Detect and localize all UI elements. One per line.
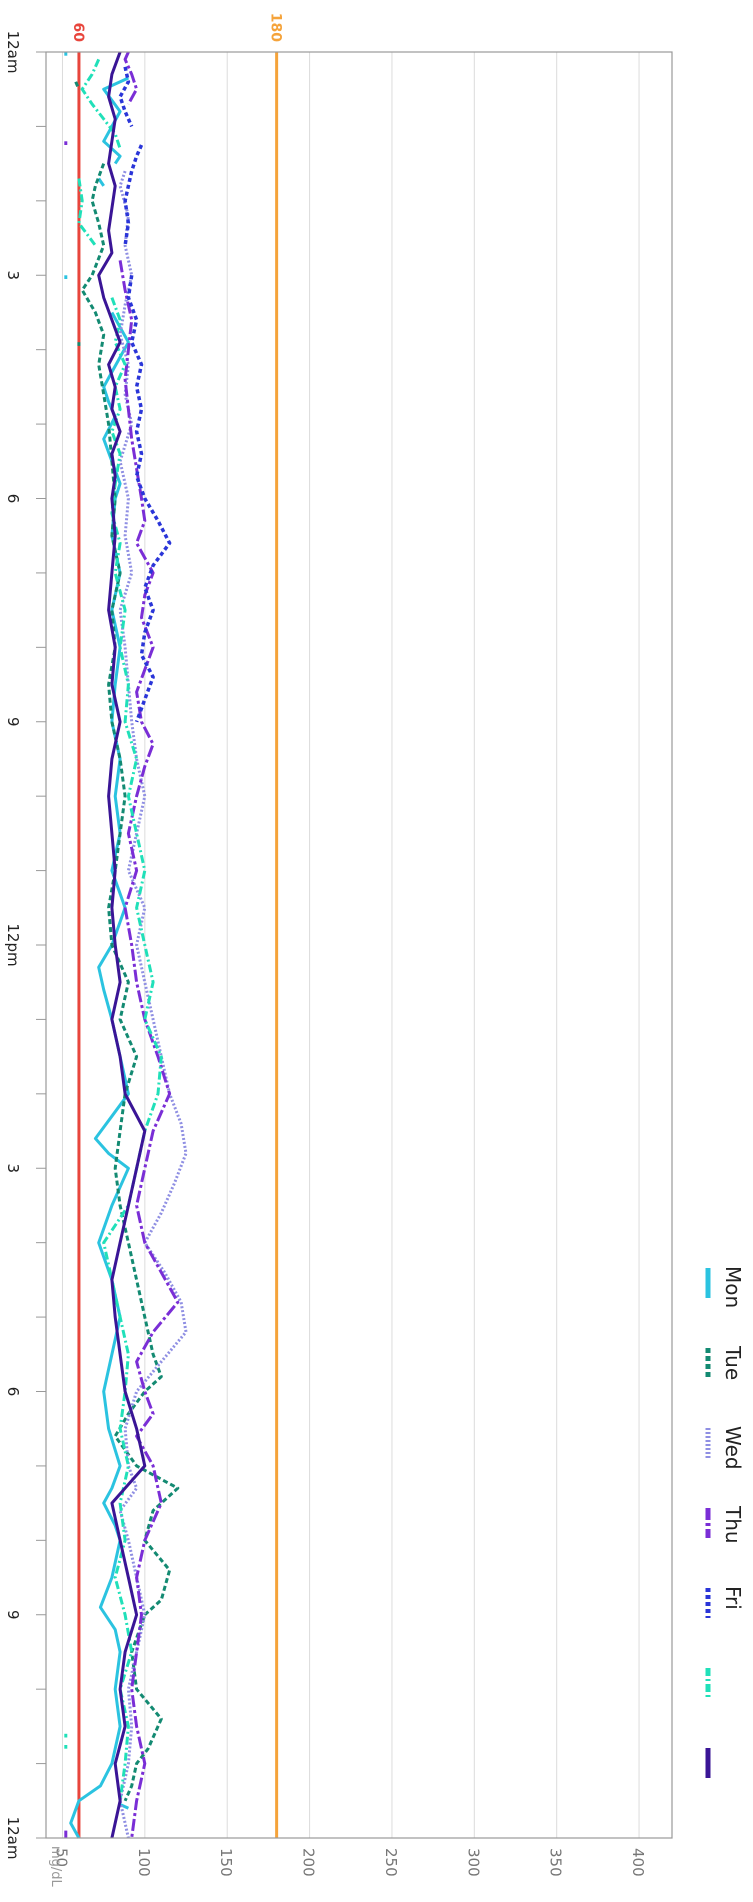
legend-item-tue[interactable]: Tue (705, 1345, 745, 1380)
value-tick-label: 300 (464, 1848, 482, 1877)
time-tick-label: 3 (4, 1163, 22, 1173)
series-line-mon (102, 76, 130, 165)
series-line-thu (118, 260, 180, 1839)
reference-lines (77, 52, 279, 1838)
plot-border (45, 51, 673, 1839)
value-tick-label: 200 (300, 1848, 318, 1877)
legend-label: Tue (721, 1345, 745, 1380)
value-tick-label: 150 (217, 1848, 235, 1877)
series-line-tue (74, 81, 81, 90)
series-line-mon (119, 1803, 130, 1810)
reference-label-180: 180 (268, 13, 284, 42)
time-tick-label: 12am (4, 31, 22, 74)
legend-item-fri[interactable]: Fri (705, 1586, 745, 1618)
series-line-series-6 (102, 297, 163, 1801)
value-tick-label: 400 (629, 1848, 647, 1877)
value-tick-label: 350 (547, 1848, 565, 1877)
time-tick-label: 12am (4, 1817, 22, 1860)
time-tick-label: 9 (4, 1610, 22, 1620)
series-line-tue (80, 163, 180, 1802)
legend-label: Thu (721, 1505, 745, 1544)
time-tick-label: 9 (4, 717, 22, 727)
series-line-series-6 (77, 178, 97, 247)
series-line-fri (126, 275, 172, 723)
grid (61, 52, 640, 1838)
series-line-thu (123, 51, 139, 105)
unit-label: mg/dL (48, 1846, 63, 1888)
series-line-fri (123, 144, 144, 246)
time-tick-label: 6 (4, 1387, 22, 1397)
time-tick-label: 12pm (4, 923, 22, 966)
series-line-fri (118, 66, 134, 128)
value-tick-label: 250 (382, 1848, 400, 1877)
time-tick-label: 6 (4, 494, 22, 504)
series-line-series-6 (80, 58, 122, 150)
axis-labels: 60 180 12am 3 6 9 12pm 3 6 9 12am 50 100 150 200 250 300… (4, 13, 647, 1888)
legend-item-wed[interactable]: Wed (705, 1426, 745, 1470)
value-tick-label: 100 (135, 1848, 153, 1877)
legend: Mon Tue Wed Thu Fri (705, 1266, 745, 1778)
time-tick-label: 3 (4, 270, 22, 280)
value-tick-label: 50 (52, 1848, 70, 1867)
series-line-wed (118, 170, 188, 1839)
plot-frame (36, 51, 673, 1839)
series-line-series-7 (97, 51, 147, 1839)
legend-label: Mon (721, 1266, 745, 1308)
series-line-mon (97, 177, 105, 187)
reference-label-60: 60 (70, 23, 86, 43)
legend-item-mon[interactable]: Mon (705, 1266, 745, 1308)
legend-label: Wed (721, 1426, 745, 1470)
series-lines (64, 51, 188, 1839)
legend-item-thu[interactable]: Thu (705, 1505, 745, 1544)
legend-label: Fri (721, 1586, 745, 1610)
